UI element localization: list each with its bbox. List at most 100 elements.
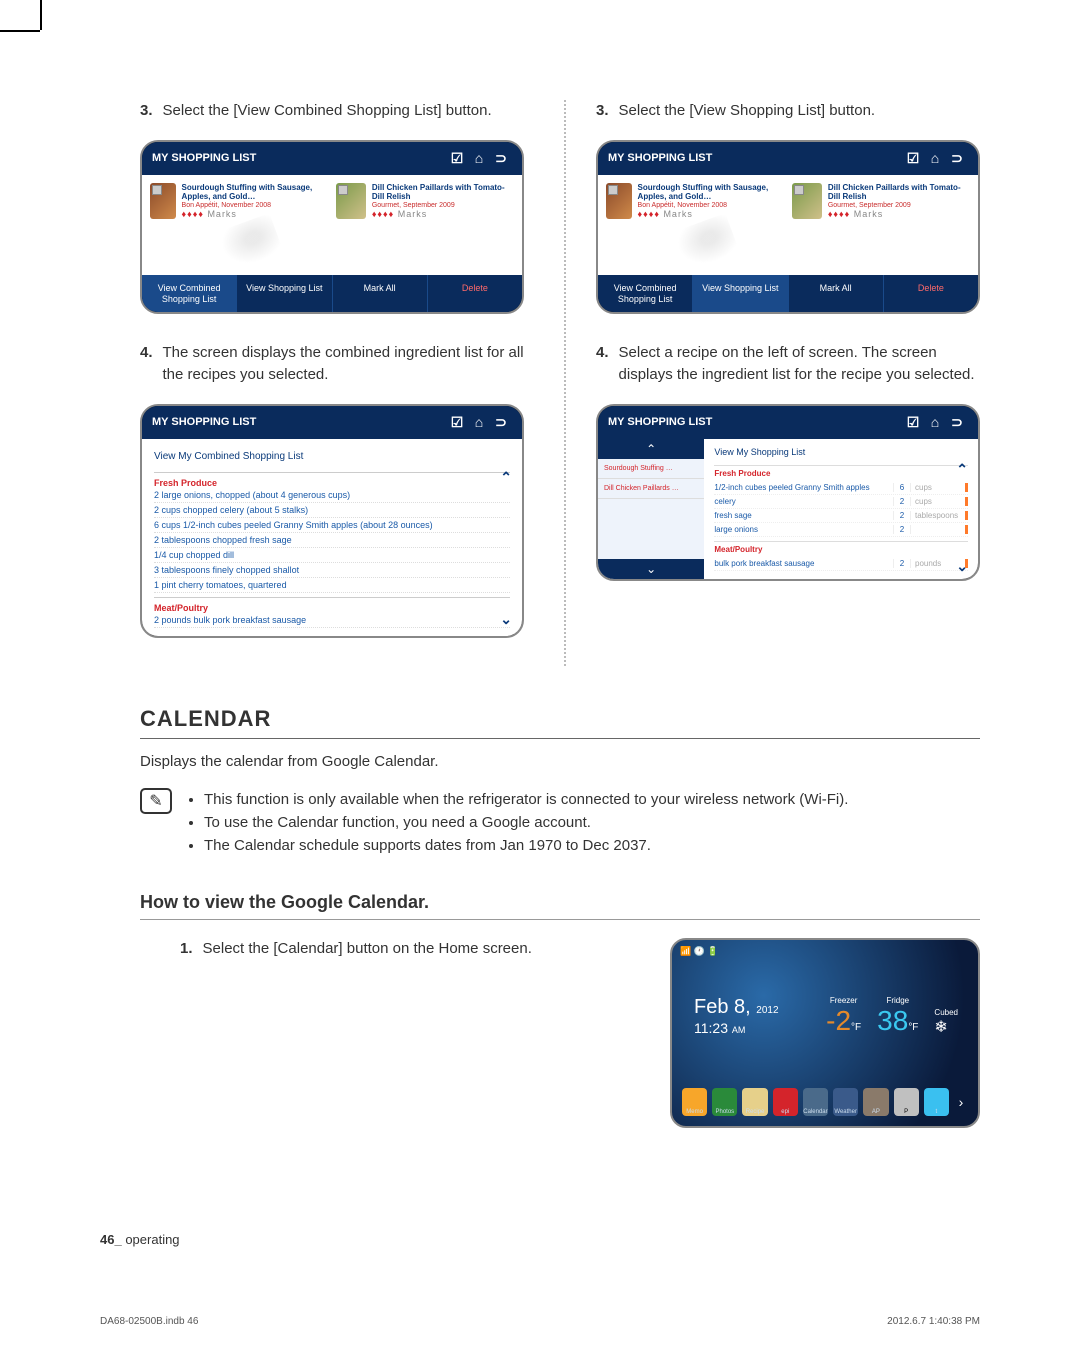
app-weather[interactable]: Weather [833,1088,858,1116]
list-subtitle: View My Shopping List [714,445,968,461]
crop-mark-h [0,30,40,32]
recipe-source: Gourmet, September 2009 [828,202,970,209]
category-label: Meat/Poultry [154,597,510,613]
dock-next-icon[interactable]: › [954,1088,968,1116]
recipe-title: Dill Chicken Paillards with Tomato-Dill … [828,183,970,202]
step-num: 4. [596,342,609,386]
screenshot-combined-list: MY SHOPPING LIST ☑ ⌂ ⊃ View My Combined … [140,404,524,638]
screenshot-recipe-list: MY SHOPPING LIST ☑ ⌂ ⊃ ⌃ Sourdough Stuff… [596,404,980,581]
shot-title: MY SHOPPING LIST [152,416,446,428]
marks-label: Marks [207,209,237,219]
recipe-source: Gourmet, September 2009 [372,202,514,209]
app-news[interactable]: AP [863,1088,888,1116]
ingredient: 6 cups 1/2-inch cubes peeled Granny Smit… [154,518,510,533]
subsection-heading: How to view the Google Calendar. [140,892,980,913]
back-icon[interactable]: ⊃ [946,150,968,167]
step-num: 4. [140,342,153,386]
note-item: This function is only available when the… [204,788,848,811]
recipe-title: Sourdough Stuffing with Sausage, Apples,… [182,183,328,202]
ingredient: 2 tablespoons chopped fresh sage [154,533,510,548]
screenshot-shopping-list: MY SHOPPING LIST ☑ ⌂ ⊃ Sourdough Stuffin… [596,140,980,315]
print-footer: DA68-02500B.indb 46 2012.6.7 1:40:38 PM [100,1316,980,1327]
ingredient: 1/4 cup chopped dill [154,548,510,563]
home-icon[interactable]: ⌂ [468,150,490,166]
chevron-up-icon[interactable]: ⌃ [956,461,968,478]
app-epicurious[interactable]: epi [773,1088,798,1116]
mark-all-button[interactable]: Mark All [333,275,428,313]
forks-icon: ♦♦♦♦ [182,209,204,219]
back-icon[interactable]: ⊃ [490,414,512,431]
app-recipe[interactable]: Recipe [742,1088,767,1116]
back-icon[interactable]: ⊃ [946,414,968,431]
status-icons: 📶 🕐 🔋 [680,946,719,957]
note-item: The Calendar schedule supports dates fro… [204,834,848,857]
note-icon: ✎ [140,788,172,814]
delete-button[interactable]: Delete [428,275,522,313]
chevron-up-icon[interactable]: ⌃ [500,469,512,486]
check-icon[interactable]: ☑ [902,150,924,167]
recipe-thumb [150,183,176,219]
intro-text: Displays the calendar from Google Calend… [140,753,980,770]
chevron-down-icon[interactable]: ⌄ [956,558,968,575]
app-photos[interactable]: Photos [712,1088,737,1116]
step-text: The screen displays the combined ingredi… [163,342,524,386]
home-date: Feb 8, 2012 [694,996,779,1019]
marks-label: Marks [663,209,693,219]
step-num: 3. [596,100,609,122]
screenshot-home-screen: 📶 🕐 🔋 Feb 8, 2012 11:23 AM Freezer-2°F F… [670,938,980,1128]
shot-title: MY SHOPPING LIST [152,152,446,164]
fridge-temp: Fridge38°F [877,996,918,1037]
delete-button[interactable]: Delete [884,275,978,313]
step-text: Select the [View Shopping List] button. [619,100,980,122]
mark-all-button[interactable]: Mark All [789,275,884,313]
marks-label: Marks [854,209,884,219]
check-icon[interactable]: ☑ [446,150,468,167]
step-text: Select the [View Combined Shopping List]… [163,100,524,122]
ingredient-row: fresh sage2tablespoons [714,509,968,523]
recipe-source: Bon Appétit, November 2008 [638,202,784,209]
step-text: Select a recipe on the left of screen. T… [619,342,980,386]
home-icon[interactable]: ⌂ [468,414,490,430]
app-pandora[interactable]: P [894,1088,919,1116]
recipe-tab[interactable]: Dill Chicken Paillards … [598,479,704,499]
app-calendar[interactable]: Calendar [803,1088,828,1116]
ingredient: 1 pint cherry tomatoes, quartered [154,578,510,593]
recipe-card[interactable]: Dill Chicken Paillards with Tomato-Dill … [792,183,970,267]
note-list: This function is only available when the… [186,788,848,858]
ingredient-row: bulk pork breakfast sausage2pounds [714,557,968,571]
app-twitter[interactable]: t [924,1088,949,1116]
check-icon[interactable]: ☑ [446,414,468,431]
check-icon[interactable]: ☑ [902,414,924,431]
ingredient: 2 cups chopped celery (about 5 stalks) [154,503,510,518]
screenshot-shopping-list: MY SHOPPING LIST ☑ ⌂ ⊃ Sourdough Stuffin… [140,140,524,315]
ingredient-row: celery2cups [714,495,968,509]
ingredient: 2 large onions, chopped (about 4 generou… [154,488,510,503]
list-subtitle: View My Combined Shopping List [154,447,510,468]
rule [140,738,980,739]
forks-icon: ♦♦♦♦ [828,209,850,219]
chevron-down-icon[interactable]: ⌄ [598,559,704,579]
freezer-temp: Freezer-2°F [826,996,861,1037]
crop-mark-v [40,0,42,30]
recipe-tab[interactable]: Sourdough Stuffing … [598,459,704,479]
rule [140,919,980,920]
recipe-title: Dill Chicken Paillards with Tomato-Dill … [372,183,514,202]
category-label: Fresh Produce [714,465,968,481]
note-item: To use the Calendar function, you need a… [204,811,848,834]
back-icon[interactable]: ⊃ [490,150,512,167]
recipe-thumb [606,183,632,219]
category-label: Meat/Poultry [714,541,968,557]
recipe-card[interactable]: Dill Chicken Paillards with Tomato-Dill … [336,183,514,267]
home-icon[interactable]: ⌂ [924,414,946,430]
home-icon[interactable]: ⌂ [924,150,946,166]
category-label: Fresh Produce [154,472,510,488]
chevron-up-icon[interactable]: ⌃ [598,439,704,459]
chevron-down-icon[interactable]: ⌄ [500,611,512,628]
ingredient-row: 1/2-inch cubes peeled Granny Smith apple… [714,481,968,495]
recipe-source: Bon Appétit, November 2008 [182,202,328,209]
app-memo[interactable]: Memo [682,1088,707,1116]
recipe-title: Sourdough Stuffing with Sausage, Apples,… [638,183,784,202]
step-num: 3. [140,100,153,122]
step-num: 1. [180,938,193,960]
marks-label: Marks [398,209,428,219]
